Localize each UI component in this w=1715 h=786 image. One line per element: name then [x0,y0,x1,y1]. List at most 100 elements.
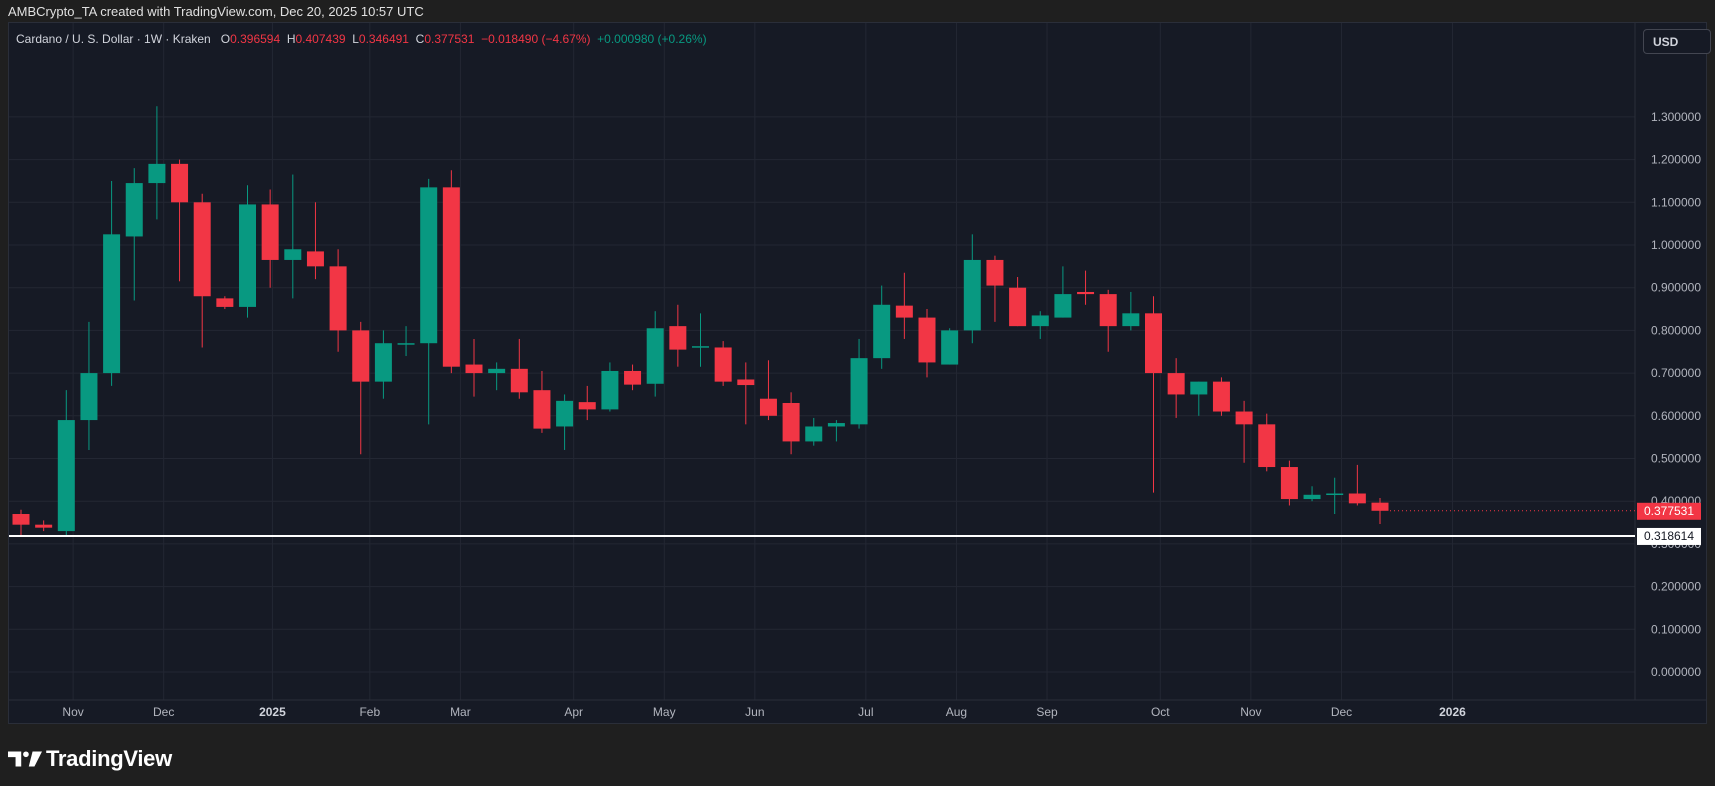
candle-down [895,305,913,318]
open-label: O [220,32,231,46]
overlay: 0.318614 0.377531 [9,502,1701,545]
volume-change: +0.000980 (+0.26%) [597,32,707,46]
y-tick-label: 0.500000 [1651,452,1701,466]
candle-down [1099,294,1117,327]
y-tick-label: 1.300000 [1651,110,1701,124]
candle-down [533,390,551,429]
candle-down [624,370,642,385]
support-price-label: 0.318614 [1644,529,1694,543]
candle-down [1348,493,1366,504]
x-tick-label: Dec [153,705,174,719]
y-tick-label: 0.100000 [1651,622,1701,636]
candle-up [397,343,415,345]
y-tick-label: 0.200000 [1651,580,1701,594]
open-value: 0.396594 [230,32,281,46]
candle-up [692,346,709,348]
x-tick-label: Nov [1240,705,1261,719]
candle-up [850,358,868,425]
candle-down [510,368,528,393]
candle-up [488,368,506,374]
candle-down [216,298,234,307]
candle-down [669,326,687,350]
candle-down [1371,502,1389,511]
candle-down [1235,411,1253,425]
candle-down [465,364,483,374]
y-tick-label: 0.000000 [1651,665,1701,679]
tradingview-logo-icon [8,751,42,767]
candle-down [986,259,1004,286]
credit-bar: AMBCrypto_TA created with TradingView.co… [0,0,1715,22]
y-tick-label: 1.000000 [1651,238,1701,252]
candle-up [125,183,143,237]
tradingview-logo: TradingView [8,746,172,772]
x-tick-label: Mar [450,705,471,719]
y-tick-label: 0.900000 [1651,281,1701,295]
x-tick-label: 2025 [259,705,286,719]
high-label: H [286,32,296,46]
candle-up [80,373,98,421]
grid [9,23,1706,701]
candle-up [601,370,619,410]
symbol-title: Cardano / U. S. Dollar · 1W · Kraken [16,32,211,46]
low-value: 0.346491 [358,32,409,46]
x-tick-label: Dec [1331,705,1352,719]
candle-down [261,204,279,260]
x-tick-label: Oct [1151,705,1170,719]
candle-down [1009,287,1027,327]
x-axis: Nov Dec 2025 Feb Mar Apr May Jun Jul Aug Sep Oct Nov… [62,705,1466,719]
candle-up [103,234,121,374]
candle-down [35,524,53,528]
support-price-tag [1637,527,1701,545]
close-value: 0.377531 [424,32,475,46]
candle-down [714,347,732,382]
candle-up [239,204,256,307]
candle-down [578,402,596,410]
candle-up [873,304,891,359]
candle-up [57,420,75,532]
candle-down [193,202,211,297]
high-value: 0.407439 [295,32,346,46]
candle-up [827,423,845,427]
candle-down [1077,291,1095,295]
candle-down [12,514,30,525]
candle-up [1054,294,1072,318]
low-label: L [352,32,359,46]
candle-up [1190,381,1208,395]
x-tick-label: 2026 [1439,705,1466,719]
y-tick-label: 1.200000 [1651,153,1701,167]
candle-up [148,163,166,184]
currency-button[interactable]: USD [1643,29,1711,54]
candles [12,106,1389,536]
y-tick-label: 0.700000 [1651,366,1701,380]
candle-up [374,343,392,382]
x-tick-label: Nov [62,705,83,719]
candle-down [352,330,370,382]
candle-down [306,251,324,267]
x-tick-label: Aug [946,705,967,719]
y-tick-label: 0.600000 [1651,409,1701,423]
x-tick-label: Sep [1036,705,1058,719]
candle-down [918,317,936,363]
candle-down [1280,467,1298,500]
candle-down [759,398,777,416]
candle-up [284,249,302,260]
candle-up [963,259,981,331]
candle-up [1031,315,1049,327]
candle-up [1303,494,1321,500]
y-tick-label: 1.100000 [1651,195,1701,209]
candle-down [1258,424,1276,468]
candle-up [420,187,438,344]
last-price-label: 0.377531 [1644,504,1694,518]
x-tick-label: Apr [564,705,583,719]
last-price-tag [1637,502,1701,520]
candle-up [941,330,959,365]
candle-up [556,400,574,427]
tradingview-brand: TradingView [46,746,172,771]
y-tick-label: 0.800000 [1651,323,1701,337]
candle-down [782,402,800,442]
candle-down [442,187,460,367]
x-tick-label: May [653,705,676,719]
price-change: −0.018490 (−4.67%) [481,32,591,46]
candle-down [171,163,189,203]
